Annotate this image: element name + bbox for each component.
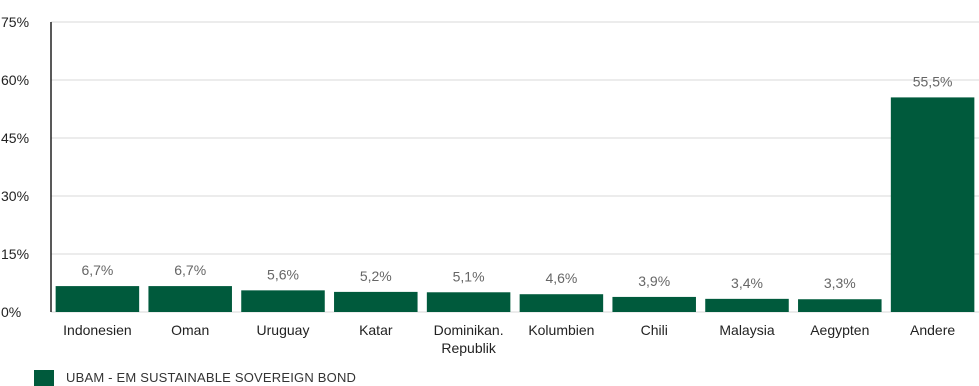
category-label-line: Andere xyxy=(910,322,955,338)
category-label-line: Dominikan. xyxy=(434,322,504,338)
category-label-line: Indonesien xyxy=(63,322,132,338)
category-label-line: Republik xyxy=(441,340,496,356)
category-label-line: Malaysia xyxy=(719,322,774,338)
x-axis-categories: Indonesien Oman Uruguay Katar Dominikan. Repu… xyxy=(63,322,955,356)
category-label-line: Uruguay xyxy=(257,322,310,338)
bar xyxy=(334,291,418,312)
category-label: Uruguay xyxy=(257,322,310,338)
bar xyxy=(55,286,140,312)
data-label: 3,3% xyxy=(824,275,856,291)
category-label: Aegypten xyxy=(810,322,869,338)
bar xyxy=(426,292,511,312)
category-label-line: Katar xyxy=(359,322,393,338)
y-tick-label: 15% xyxy=(1,246,29,262)
category-label: Malaysia xyxy=(719,322,774,338)
category-label: Kolumbien xyxy=(528,322,594,338)
category-label-line: Chili xyxy=(641,322,668,338)
y-axis-ticks: 0% 15% 30% 45% 60% 75% xyxy=(1,14,29,320)
category-label: Indonesien xyxy=(63,322,132,338)
data-labels: 6,7% 6,7% 5,6% 5,2% 5,1% 4,6% 3,9% 3,4% 3,3% 55,5… xyxy=(81,73,952,291)
data-label: 6,7% xyxy=(81,262,113,278)
data-label: 3,4% xyxy=(731,275,763,291)
data-label: 3,9% xyxy=(638,273,670,289)
legend: UBAM - EM SUSTAINABLE SOVEREIGN BOND xyxy=(34,370,356,386)
y-tick-label: 45% xyxy=(1,130,29,146)
data-label: 55,5% xyxy=(913,73,953,89)
category-label: Dominikan. Republik xyxy=(434,322,504,356)
bar xyxy=(705,298,789,312)
bar xyxy=(798,299,882,312)
category-label-line: Oman xyxy=(171,322,209,338)
data-label: 4,6% xyxy=(545,270,577,286)
bar xyxy=(612,296,696,312)
data-label: 5,2% xyxy=(360,268,392,284)
data-label: 5,6% xyxy=(267,266,299,282)
y-tick-label: 60% xyxy=(1,72,29,88)
y-tick-label: 0% xyxy=(1,304,21,320)
bar xyxy=(890,97,975,313)
bars xyxy=(55,97,975,313)
category-label: Katar xyxy=(359,322,393,338)
bar xyxy=(519,294,604,312)
category-label: Andere xyxy=(910,322,955,338)
bar xyxy=(148,286,232,312)
legend-swatch xyxy=(34,370,54,386)
bar xyxy=(241,290,325,312)
category-label-line: Aegypten xyxy=(810,322,869,338)
legend-label: UBAM - EM SUSTAINABLE SOVEREIGN BOND xyxy=(66,370,357,385)
category-label-line: Kolumbien xyxy=(528,322,594,338)
data-label: 5,1% xyxy=(453,268,485,284)
data-label: 6,7% xyxy=(174,262,206,278)
category-label: Chili xyxy=(641,322,668,338)
category-label: Oman xyxy=(171,322,209,338)
y-tick-label: 75% xyxy=(1,14,29,30)
y-tick-label: 30% xyxy=(1,188,29,204)
